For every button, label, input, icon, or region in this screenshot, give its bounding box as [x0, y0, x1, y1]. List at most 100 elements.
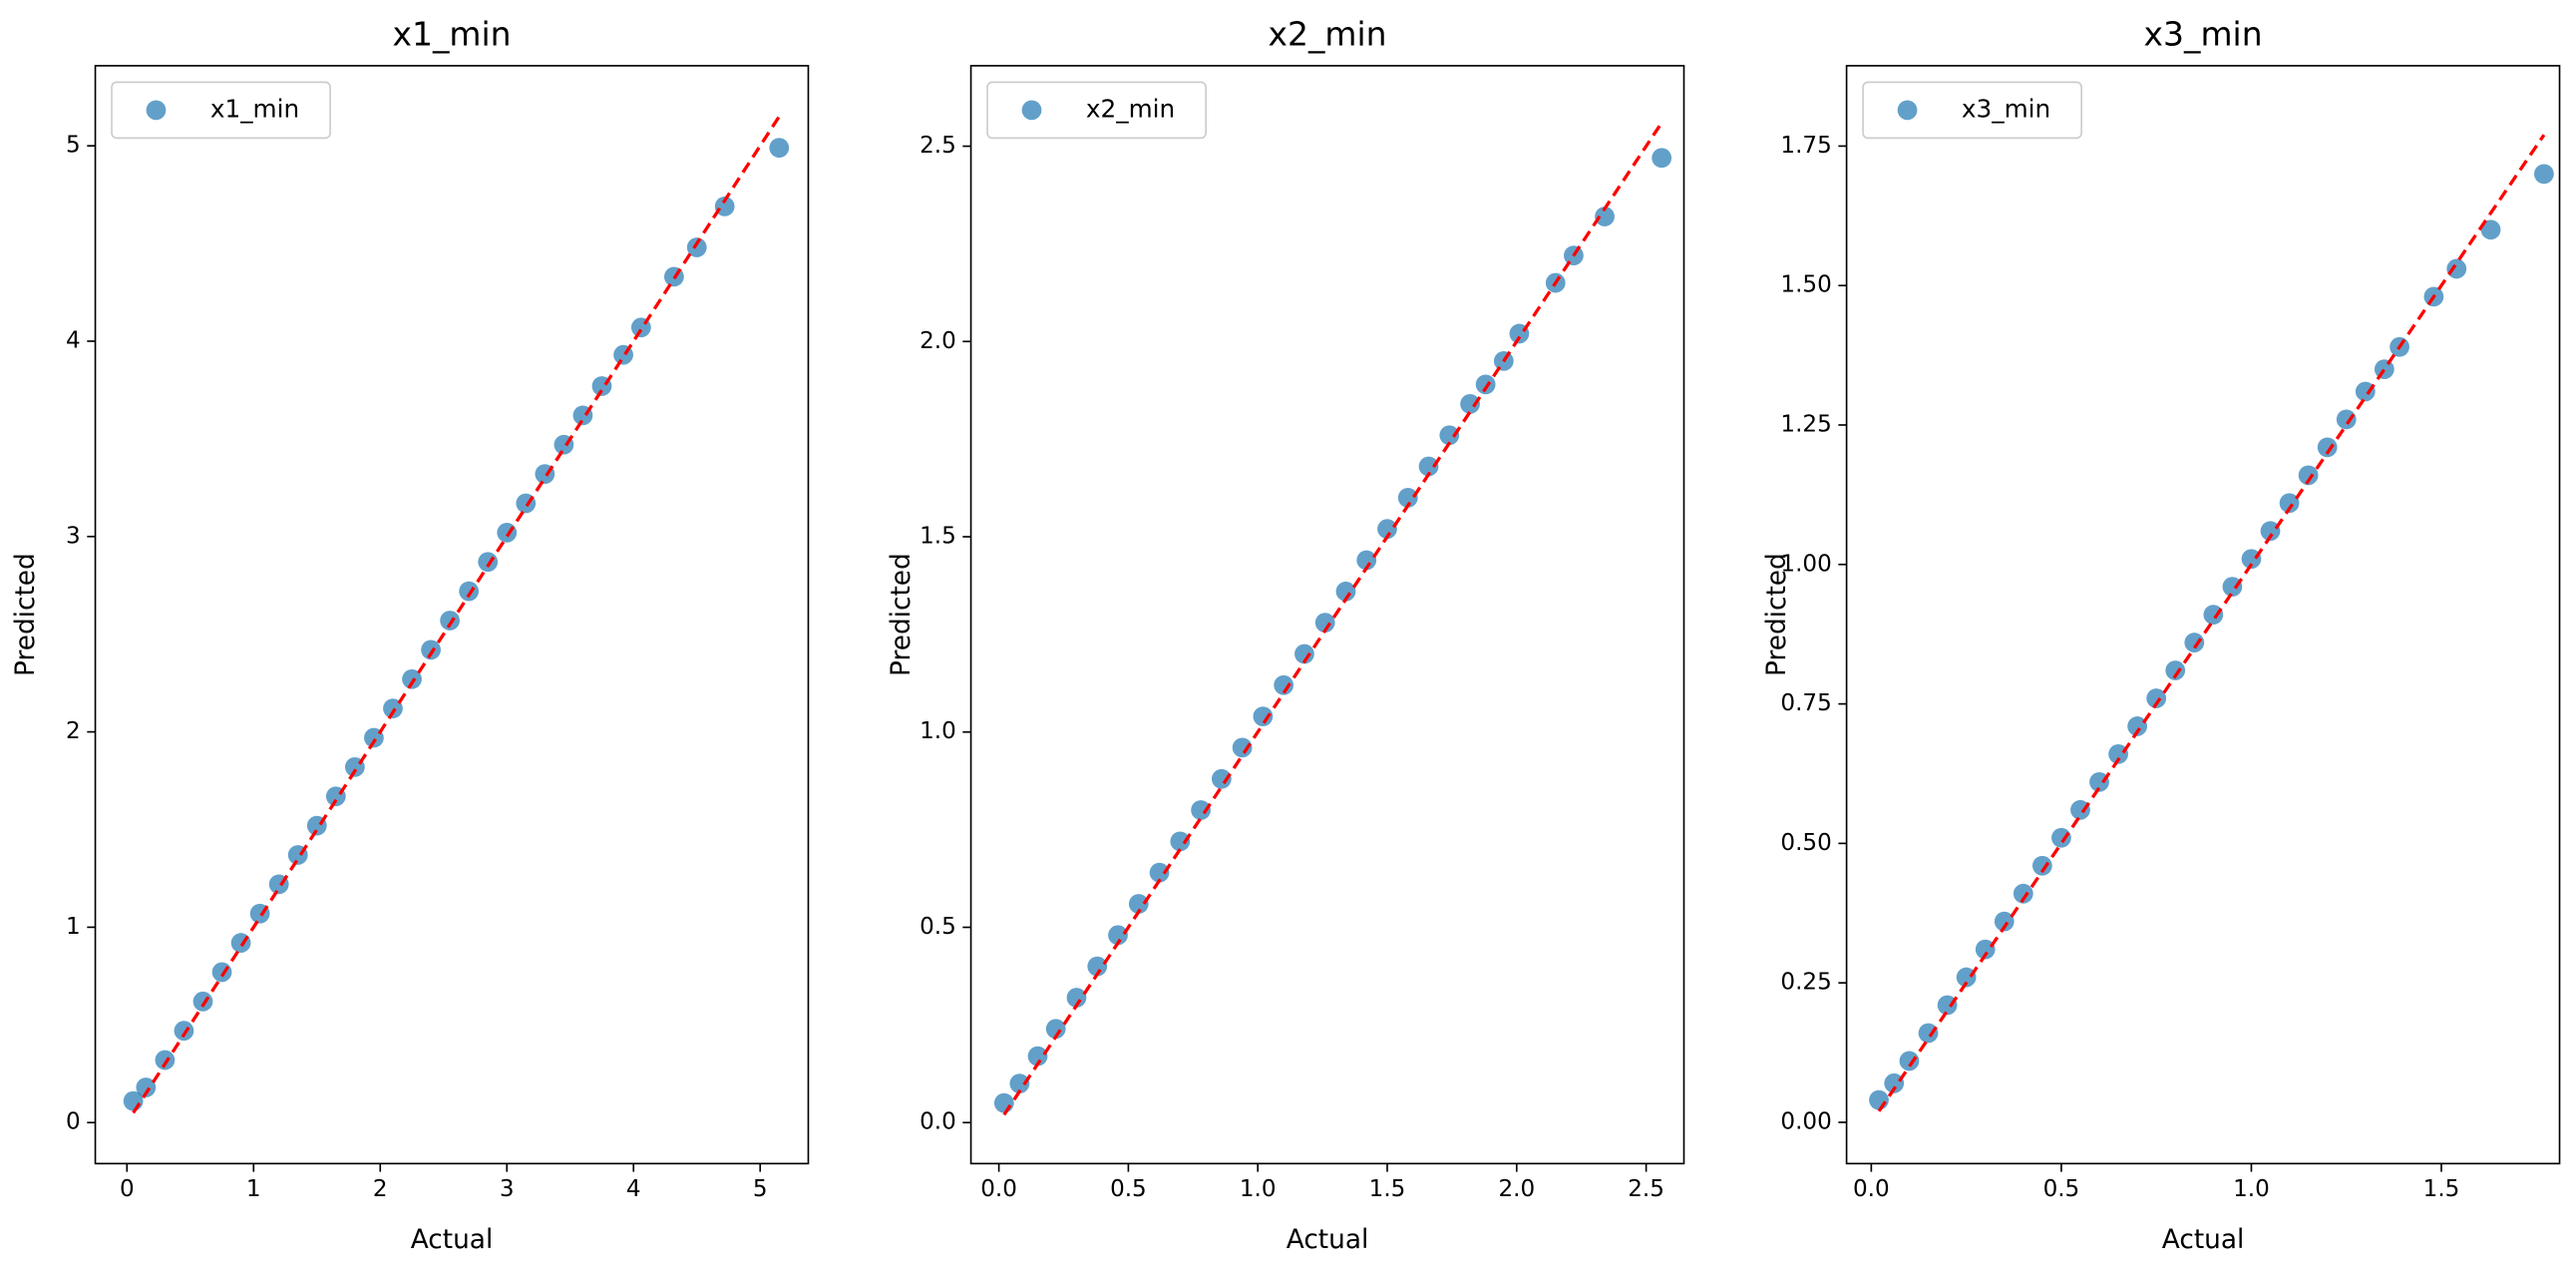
y-tick-label: 1 — [66, 914, 81, 940]
scatter-point — [1191, 800, 1211, 820]
legend-marker — [1897, 100, 1918, 121]
scatter-point — [714, 196, 735, 216]
scatter-point — [1294, 643, 1314, 664]
scatter-point — [2203, 605, 2224, 625]
scatter-point — [440, 611, 460, 631]
scatter-point — [230, 933, 251, 953]
y-axis-label: Predicted — [11, 553, 41, 676]
scatter-point — [1884, 1072, 1905, 1093]
y-tick-label: 1.50 — [1780, 272, 1831, 298]
y-tick-label: 4 — [66, 327, 81, 353]
x-tick-label: 1.0 — [1240, 1176, 1277, 1202]
scatter-point — [2165, 660, 2186, 680]
plot-frame — [969, 65, 1685, 1165]
scatter-point — [2241, 549, 2262, 570]
scatter-point — [2070, 799, 2090, 820]
scatter-point — [1460, 394, 1480, 414]
scatter-point — [1994, 911, 2015, 932]
x-tick-label: 2 — [373, 1176, 388, 1202]
scatter-point — [1475, 374, 1496, 395]
y-tick-label: 0 — [66, 1109, 81, 1135]
y-tick-label: 0.50 — [1780, 830, 1831, 856]
scatter-point — [2127, 716, 2148, 736]
scatter-point — [2222, 577, 2243, 598]
x-tick-label: 4 — [626, 1176, 641, 1202]
scatter-point — [2446, 258, 2467, 279]
scatter-point — [192, 991, 213, 1012]
x-tick-label: 2.0 — [1498, 1176, 1535, 1202]
scatter-point — [1274, 674, 1294, 695]
subplot: x3_min 0.0 0.5 1.0 1.5 0.00 0.25 0.50 0.75 1.00 1.… — [1762, 15, 2561, 1255]
legend-marker — [1021, 100, 1042, 121]
y-tick-label: 2 — [66, 718, 81, 744]
y-tick-label: 0.25 — [1780, 970, 1831, 996]
scatter-point — [1595, 207, 1615, 226]
reference-line — [1877, 134, 2546, 1112]
scatter-point — [2279, 493, 2300, 514]
x-tick-label: 1.0 — [2233, 1176, 2270, 1202]
y-tick-label: 2.0 — [920, 328, 956, 354]
scatter-point — [1149, 862, 1170, 883]
subplot: x1_min 0 1 2 3 4 5 0 1 2 3 4 5 Actual Predicted x1_min — [11, 15, 810, 1255]
scatter-point — [1956, 967, 1977, 988]
scatter-point — [1377, 519, 1397, 540]
scatter-point — [211, 962, 232, 983]
y-tick-label: 1.25 — [1780, 411, 1831, 437]
x-tick-label: 1.5 — [1369, 1176, 1406, 1202]
x-axis-label: Actual — [1287, 1225, 1369, 1255]
scatter-point — [2108, 744, 2128, 764]
scatter-point — [1128, 894, 1149, 914]
legend-marker — [146, 100, 167, 121]
scatter-point — [1937, 995, 1958, 1016]
scatter-point — [1652, 148, 1672, 169]
scatter-point — [2317, 437, 2338, 458]
scatter-point — [174, 1021, 194, 1042]
scatter-point — [1975, 939, 1996, 960]
plot-frame — [94, 65, 810, 1165]
scatter-point — [2480, 219, 2501, 240]
legend-label: x1_min — [210, 94, 299, 123]
scatter-point — [1108, 925, 1128, 946]
scatter-point — [769, 138, 790, 159]
scatter-point — [1335, 581, 1356, 602]
subplot: x2_min 0.0 0.5 1.0 1.5 2.0 2.5 0.0 0.5 1.0 1.5 2.0 2… — [887, 15, 1685, 1255]
x-axis-label: Actual — [2162, 1225, 2245, 1255]
scatter-point — [497, 522, 518, 543]
scatter-point — [2336, 409, 2357, 430]
chart-title: x3_min — [2144, 15, 2263, 54]
scatter-point — [1170, 831, 1191, 852]
scatter-point — [402, 668, 422, 689]
x-tick-label: 1.5 — [2423, 1176, 2460, 1202]
scatter-point — [1027, 1046, 1048, 1066]
legend-label: x2_min — [1086, 94, 1175, 123]
scatter-point — [2184, 633, 2205, 652]
scatter-point — [2146, 688, 2167, 708]
y-tick-label: 3 — [66, 523, 81, 549]
x-tick-label: 0.0 — [980, 1176, 1017, 1202]
scatter-point — [1356, 550, 1377, 571]
chart-title: x1_min — [392, 15, 511, 54]
scatter-point — [2355, 381, 2376, 402]
legend-label: x3_min — [1962, 94, 2050, 123]
y-tick-label: 2.5 — [920, 133, 956, 159]
x-tick-label: 3 — [500, 1176, 515, 1202]
scatter-point — [1314, 613, 1335, 634]
scatter-point — [2089, 771, 2109, 792]
y-tick-label: 1.5 — [920, 524, 956, 550]
scatter-point — [2031, 855, 2052, 876]
scatter-point — [2298, 465, 2319, 486]
y-tick-label: 5 — [66, 133, 81, 159]
scatter-point — [1253, 706, 1274, 726]
scatter-point — [1439, 425, 1460, 446]
scatter-point — [383, 698, 403, 718]
scatter-point — [1009, 1073, 1030, 1093]
x-axis-label: Actual — [411, 1225, 494, 1255]
scatter-point — [1045, 1019, 1066, 1040]
scatter-point — [686, 237, 707, 257]
scatter-point — [993, 1092, 1014, 1113]
scatter-point — [1066, 988, 1087, 1008]
x-tick-label: 2.5 — [1628, 1176, 1664, 1202]
legend-box — [111, 81, 331, 140]
